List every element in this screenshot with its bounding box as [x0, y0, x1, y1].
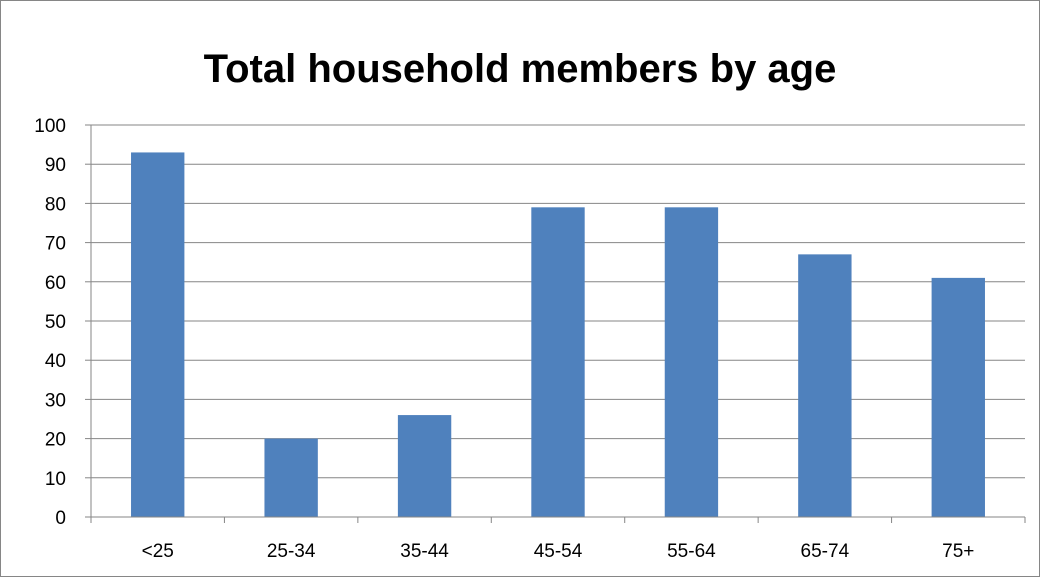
gridlines	[91, 124, 1025, 479]
y-tick-label: 40	[45, 351, 66, 372]
axes	[85, 124, 1026, 523]
bar	[397, 415, 452, 517]
bar	[798, 254, 852, 518]
bar	[664, 207, 719, 517]
y-tick-label: 80	[45, 194, 66, 215]
y-tick-label: 0	[55, 508, 66, 529]
bars	[131, 152, 985, 518]
bar	[931, 277, 985, 517]
x-tick-label: 55-64	[667, 541, 716, 562]
y-tick-label: 100	[34, 116, 66, 137]
chart-title: Total household members by age	[204, 47, 837, 91]
y-tick-label: 70	[45, 234, 66, 255]
y-tick-label: 90	[45, 155, 66, 176]
y-tick-label: 10	[45, 469, 66, 490]
x-tick-label: 45-54	[534, 541, 583, 562]
y-tick-label: 60	[45, 273, 66, 294]
y-tick-label: 20	[45, 430, 66, 451]
bar	[264, 438, 318, 517]
x-tick-label: 75+	[942, 541, 974, 562]
bar	[131, 152, 185, 517]
x-tick-label: 35-44	[400, 541, 449, 562]
x-tick-label: 65-74	[801, 541, 850, 562]
x-tick-labels: <25 25-34 35-44 45-54 55-64 65-74 75+	[142, 541, 975, 562]
y-tick-label: 30	[45, 390, 66, 411]
y-tick-labels: 0 10 20 30 40 50 60 70 80 90 100	[34, 116, 66, 529]
bar	[531, 207, 585, 517]
y-tick-label: 50	[45, 312, 66, 333]
x-tick-label: 25-34	[267, 541, 316, 562]
x-tick-label: <25	[142, 541, 174, 562]
